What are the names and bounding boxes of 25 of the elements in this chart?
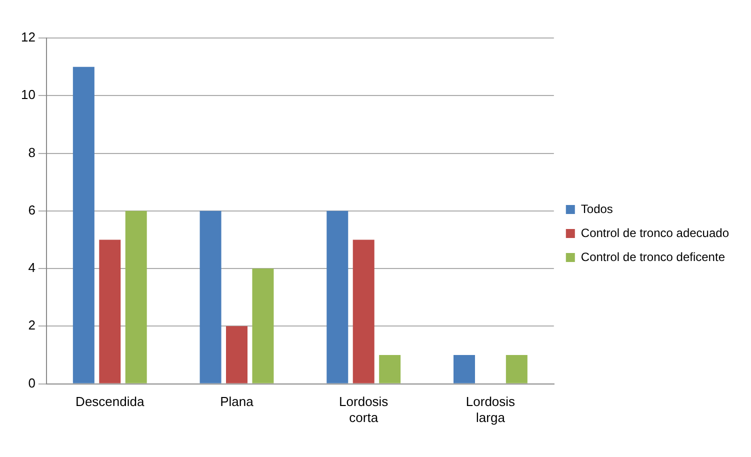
bar bbox=[99, 240, 121, 384]
legend-label: Control de tronco adecuado bbox=[580, 226, 730, 240]
y-tick-label: 12 bbox=[20, 30, 36, 45]
bar bbox=[125, 210, 147, 384]
y-tick-label: 4 bbox=[28, 260, 36, 276]
bar bbox=[226, 326, 248, 384]
x-tick-label: Descendida bbox=[76, 394, 145, 410]
bar bbox=[200, 210, 222, 384]
y-tick-label: 6 bbox=[28, 202, 36, 218]
legend-label: Todos bbox=[580, 202, 613, 216]
x-tick-label: Plana bbox=[220, 394, 254, 410]
y-tick-label: 8 bbox=[28, 144, 36, 160]
y-tick-label: 0 bbox=[28, 375, 36, 390]
bar bbox=[252, 268, 274, 384]
bar bbox=[352, 240, 374, 384]
bar bbox=[454, 354, 475, 384]
bar bbox=[72, 66, 94, 384]
bar bbox=[379, 354, 401, 384]
bar bbox=[326, 210, 348, 384]
legend-label: Control de tronco deficente bbox=[580, 250, 726, 264]
x-tick-label: Lordosis corta bbox=[339, 394, 389, 425]
bar bbox=[506, 354, 528, 384]
y-tick-label: 10 bbox=[20, 87, 36, 102]
x-tick-label: Lordosis larga bbox=[466, 394, 516, 425]
y-tick-label: 2 bbox=[28, 318, 36, 333]
